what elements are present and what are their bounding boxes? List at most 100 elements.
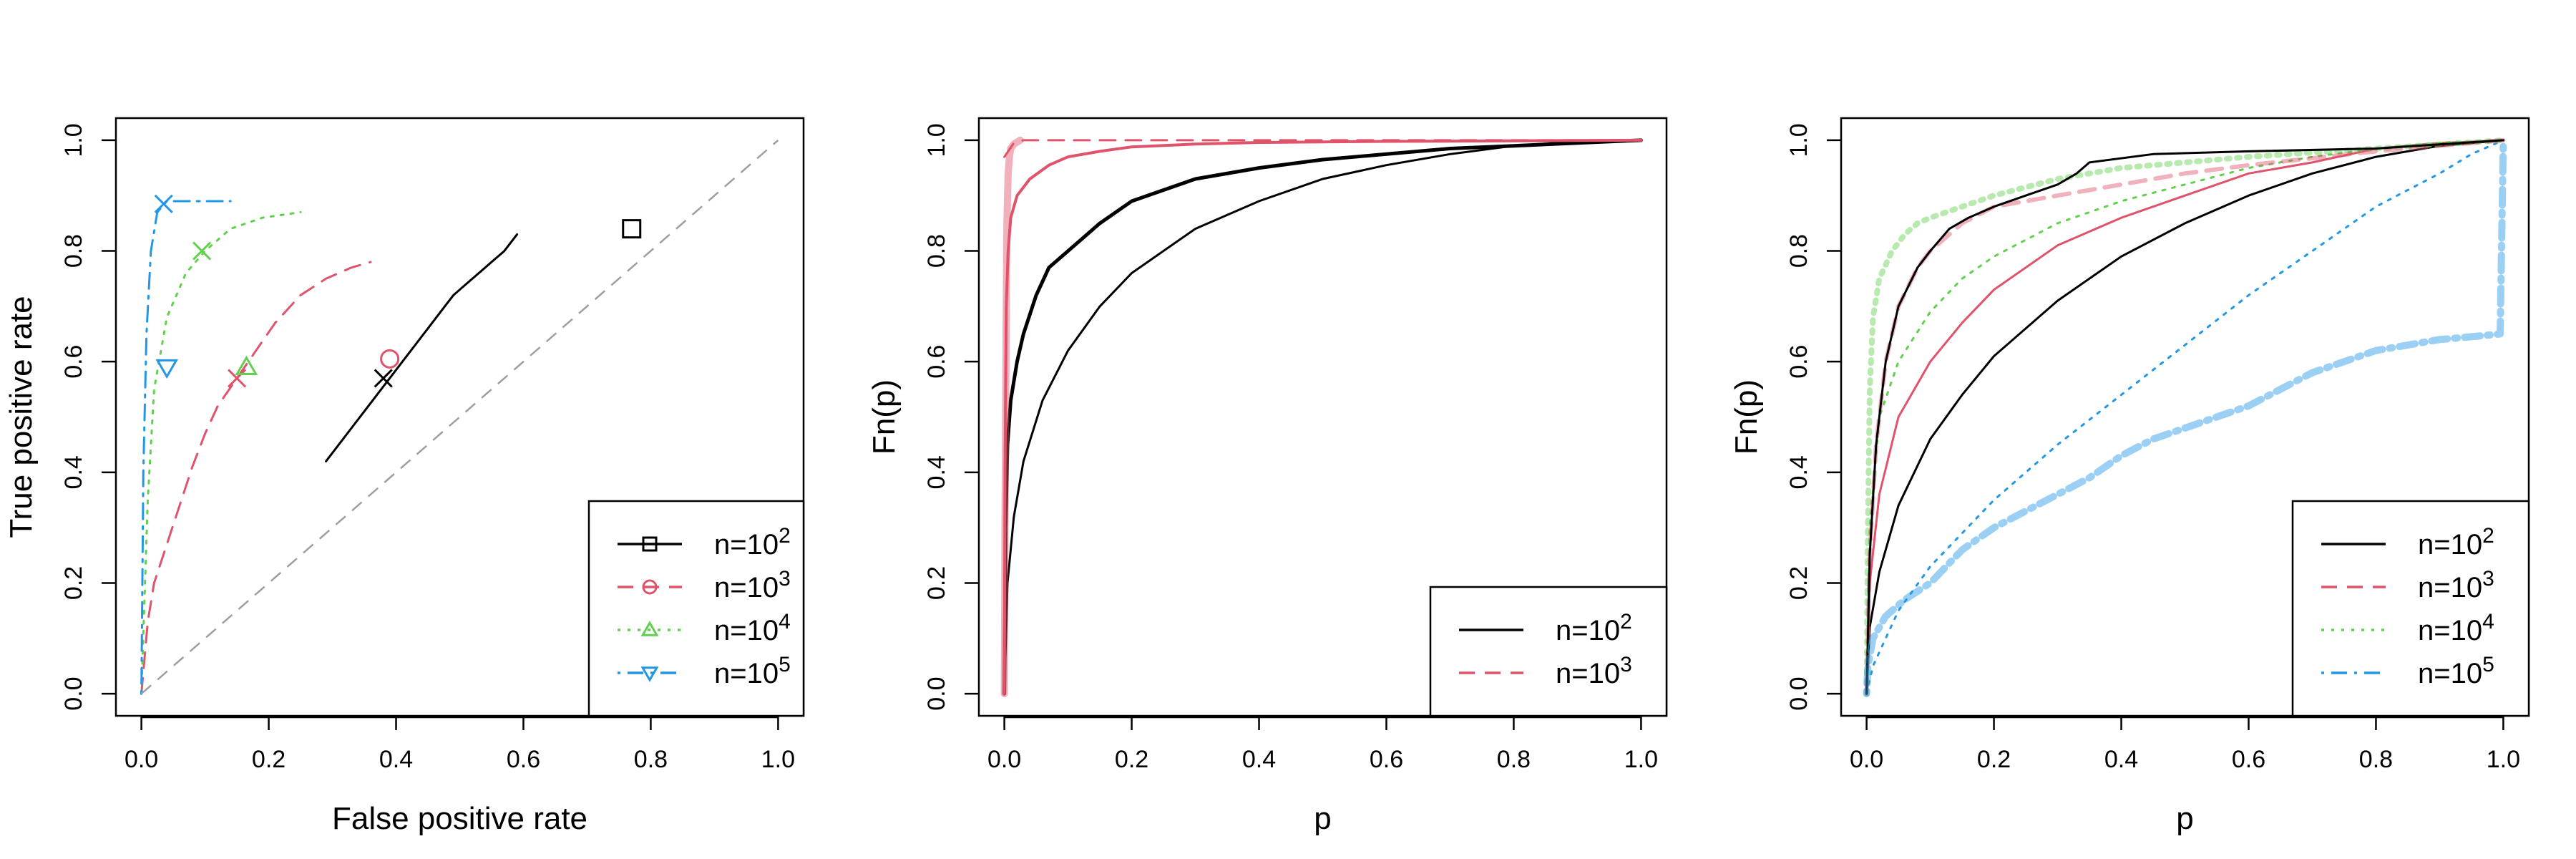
x-axis-title: False positive rate xyxy=(332,801,587,836)
square-marker-1 xyxy=(622,219,642,239)
roc-panel: 0.0 0.2 0.4 0.6 0.8 1.0 0.0 0.2 0.4 0.6 0.8 1.0 Fals… xyxy=(4,117,805,836)
y-tick-label: 1.0 xyxy=(923,123,950,157)
y-tick-label: 0.8 xyxy=(1785,234,1813,268)
x-tick-label: 0.0 xyxy=(1850,746,1883,773)
x-tick-label: 0.0 xyxy=(987,746,1021,773)
x-axis-title: p xyxy=(2176,801,2193,836)
y-tick-label: 1.0 xyxy=(1785,123,1813,157)
series-line-4 xyxy=(1000,136,1024,698)
y-tick-label: 0.8 xyxy=(923,234,950,268)
y-axis: 0.0 0.2 0.4 0.6 0.8 1.0 xyxy=(60,123,116,711)
y-tick-label: 0.4 xyxy=(1785,455,1813,489)
y-tick-label: 0.8 xyxy=(60,234,87,268)
legend-label: n=103 xyxy=(714,567,791,603)
x-tick-label: 0.6 xyxy=(1370,746,1403,773)
series-line-7 xyxy=(1865,139,2504,695)
y-tick-label: 0.0 xyxy=(60,676,87,710)
legend-label: n=102 xyxy=(1556,610,1632,646)
legend: n=102 n=103 xyxy=(1429,586,1668,717)
legend-label: n=104 xyxy=(2418,610,2494,646)
y-tick-label: 0.6 xyxy=(1785,345,1813,379)
x-tick-label: 0.8 xyxy=(1497,746,1531,773)
legend-triangle-down-marker xyxy=(640,666,659,682)
x-tick-label: 0.2 xyxy=(1115,746,1148,773)
legend-label: n=105 xyxy=(2418,653,2494,689)
x-tick-label: 1.0 xyxy=(2487,746,2520,773)
legend-square-marker xyxy=(642,536,658,552)
series-line-5 xyxy=(1863,137,2507,697)
x-tick-label: 0.4 xyxy=(379,746,413,773)
cross-marker-4 xyxy=(154,194,173,213)
triangle-marker-3 xyxy=(235,355,258,376)
x-tick-label: 0.2 xyxy=(1977,746,2011,773)
series-line-2 xyxy=(1865,139,2504,695)
series-line-4 xyxy=(140,200,232,695)
legend-box xyxy=(1429,586,1668,717)
x-axis-title: p xyxy=(1314,801,1331,836)
x-axis: 0.0 0.2 0.4 0.6 0.8 1.0 xyxy=(1850,716,2520,773)
series-line-3 xyxy=(1002,138,1643,696)
y-axis-title: True positive rate xyxy=(4,296,39,538)
x-axis: 0.0 0.2 0.4 0.6 0.8 1.0 xyxy=(987,716,1658,773)
series-line-8 xyxy=(1863,136,2507,698)
y-axis: 0.0 0.2 0.4 0.6 0.8 1.0 xyxy=(1785,123,1841,711)
legend-label: n=102 xyxy=(2418,524,2494,560)
x-tick-label: 0.6 xyxy=(2232,746,2265,773)
y-tick-label: 0.4 xyxy=(60,455,87,489)
series-line-1 xyxy=(1865,139,2504,695)
y-axis-title: Fn(p) xyxy=(1729,379,1764,455)
legend-label: n=102 xyxy=(714,524,791,560)
y-tick-label: 0.0 xyxy=(923,676,950,710)
y-axis: 0.0 0.2 0.4 0.6 0.8 1.0 xyxy=(923,123,979,711)
legend-box xyxy=(2291,500,2530,717)
series-line-3 xyxy=(1865,139,2504,695)
plot-frame xyxy=(977,117,1668,717)
plot-frame xyxy=(1840,117,2530,717)
x-tick-label: 0.8 xyxy=(2359,746,2393,773)
x-axis: 0.0 0.2 0.4 0.6 0.8 1.0 xyxy=(125,716,795,773)
x-tick-label: 0.4 xyxy=(1242,746,1276,773)
y-tick-label: 0.2 xyxy=(1785,566,1813,600)
cross-marker-1 xyxy=(374,369,393,388)
y-tick-label: 1.0 xyxy=(60,123,87,157)
y-tick-label: 0.6 xyxy=(923,345,950,379)
x-tick-label: 0.0 xyxy=(125,746,158,773)
x-tick-label: 0.8 xyxy=(634,746,668,773)
y-tick-label: 0.4 xyxy=(923,455,950,489)
legend-label: n=103 xyxy=(2418,567,2494,603)
legend-triangle-marker xyxy=(640,621,659,636)
series-line-3 xyxy=(140,210,302,695)
x-tick-label: 1.0 xyxy=(1624,746,1658,773)
diagonal-reference-line xyxy=(140,139,779,695)
cross-marker-3 xyxy=(192,241,212,261)
cross-marker-2 xyxy=(228,369,247,388)
series-line-5 xyxy=(1003,139,1642,158)
circle-marker-2 xyxy=(380,349,400,369)
legend-box xyxy=(587,500,805,717)
legend-label: n=104 xyxy=(714,610,791,646)
legend: n=102 n=103 n=104 n=105 xyxy=(2291,500,2530,717)
legend: n=102 n=103 n=104 n=105 xyxy=(587,500,805,717)
y-axis-title: Fn(p) xyxy=(867,379,902,455)
x-tick-label: 0.6 xyxy=(507,746,540,773)
x-tick-label: 1.0 xyxy=(761,746,795,773)
legend-circle-marker xyxy=(642,579,658,595)
series-line-4 xyxy=(1865,139,2504,695)
legend-label: n=105 xyxy=(714,653,791,689)
series-line-1 xyxy=(325,233,519,462)
y-tick-label: 0.6 xyxy=(60,345,87,379)
ecdf-panel-right: 0.0 0.2 0.4 0.6 0.8 1.0 0.0 0.2 0.4 0.6 0.8 1.0 p Fn(… xyxy=(1729,117,2530,836)
x-tick-label: 0.4 xyxy=(2104,746,2138,773)
series-group xyxy=(140,139,779,695)
series-line-2 xyxy=(1002,138,1643,696)
series-group xyxy=(1000,136,1643,698)
plot-frame xyxy=(114,117,805,717)
series-line-1 xyxy=(1003,139,1642,695)
series-group xyxy=(1863,136,2507,698)
y-tick-label: 0.2 xyxy=(923,566,950,600)
ecdf-panel-left: 0.0 0.2 0.4 0.6 0.8 1.0 0.0 0.2 0.4 0.6 0.8 1.0 p Fn(… xyxy=(867,117,1668,836)
y-tick-label: 0.2 xyxy=(60,566,87,600)
x-tick-label: 0.2 xyxy=(252,746,286,773)
legend-label: n=103 xyxy=(1556,653,1632,689)
